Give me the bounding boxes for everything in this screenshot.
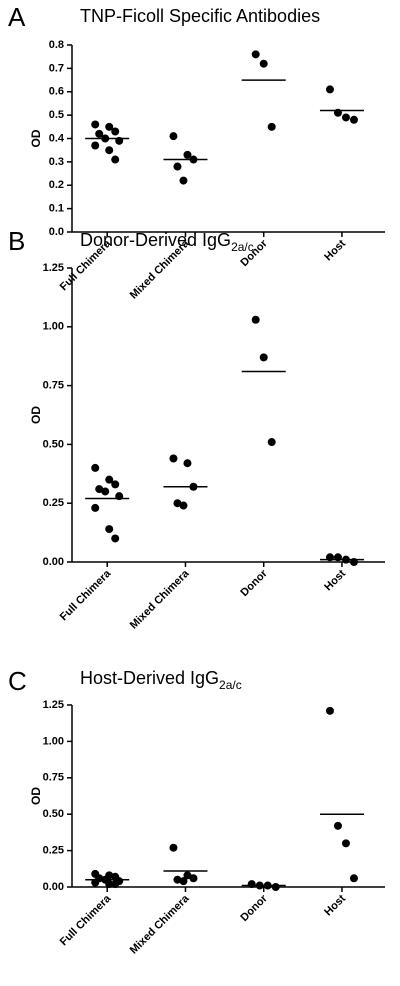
data-point: [91, 141, 100, 150]
data-point: [91, 878, 100, 887]
data-point: [173, 162, 182, 171]
y-tick-label: 0.75: [43, 380, 64, 392]
x-tick-label: Donor: [238, 892, 270, 924]
x-tick-label: Host: [322, 237, 348, 263]
y-tick-label: 0.5: [49, 109, 64, 121]
y-tick-label: 0.3: [49, 156, 64, 168]
y-tick-label: 0.50: [43, 438, 64, 450]
data-point: [183, 871, 192, 880]
data-point: [173, 875, 182, 884]
data-point: [341, 839, 350, 848]
chart-title: TNP-Ficoll Specific Antibodies: [80, 6, 320, 26]
x-tick-label: Mixed Chimera: [128, 892, 192, 956]
data-point: [111, 880, 120, 889]
data-point: [271, 883, 280, 891]
data-point: [179, 877, 188, 886]
data-point: [91, 120, 100, 129]
data-point: [267, 122, 276, 131]
data-point: [169, 843, 178, 852]
data-point: [105, 475, 114, 484]
data-point: [341, 113, 350, 122]
title-text: Donor-Derived IgG: [80, 230, 231, 250]
panel-letter: A: [8, 2, 26, 32]
chart-title: Donor-Derived IgG2a/c: [80, 230, 254, 254]
y-axis-label: OD: [29, 129, 43, 147]
data-point: [333, 821, 342, 830]
data-point: [111, 155, 120, 164]
panel-letter: C: [8, 666, 27, 696]
y-tick-label: 0.75: [43, 772, 64, 784]
data-point: [251, 50, 260, 59]
data-point: [189, 874, 198, 883]
data-point: [105, 146, 114, 155]
panel-letter: B: [8, 226, 25, 256]
data-point: [349, 115, 358, 124]
title-subscript: 2a/c: [219, 678, 242, 692]
title-text: TNP-Ficoll Specific Antibodies: [80, 6, 320, 26]
y-tick-label: 0.25: [43, 497, 64, 509]
x-tick-label: Host: [322, 567, 348, 593]
data-point: [251, 315, 260, 324]
y-axis-label: OD: [29, 406, 43, 424]
data-point: [111, 534, 120, 543]
data-point: [179, 501, 188, 510]
data-point: [259, 59, 268, 68]
y-tick-label: 0.00: [43, 556, 64, 568]
data-point: [105, 880, 114, 889]
data-point: [179, 176, 188, 185]
data-point: [91, 503, 100, 512]
y-tick-label: 1.25: [43, 699, 64, 711]
y-tick-label: 0.50: [43, 808, 64, 820]
y-tick-label: 1.00: [43, 321, 64, 333]
data-point: [259, 353, 268, 362]
data-point: [169, 132, 178, 141]
data-point: [247, 880, 256, 889]
x-tick-label: Full Chimera: [58, 567, 114, 623]
data-point: [105, 525, 114, 534]
chart-title: Host-Derived IgG2a/c: [80, 668, 242, 692]
data-point: [325, 706, 334, 715]
data-point: [325, 85, 334, 94]
y-tick-label: 0.0: [49, 226, 64, 238]
y-tick-label: 1.00: [43, 735, 64, 747]
y-tick-label: 0.25: [43, 845, 64, 857]
title-text: Host-Derived IgG: [80, 668, 219, 688]
y-tick-label: 0.8: [49, 39, 64, 51]
y-tick-label: 0.4: [49, 132, 65, 144]
x-tick-label: Host: [322, 892, 348, 918]
y-tick-label: 0.6: [49, 86, 64, 98]
data-point: [349, 874, 358, 883]
data-point: [91, 463, 100, 472]
y-tick-label: 0.1: [49, 203, 64, 215]
x-tick-label: Donor: [238, 567, 270, 599]
data-point: [111, 480, 120, 489]
title-subscript: 2a/c: [231, 240, 254, 254]
data-point: [111, 127, 120, 136]
y-tick-label: 0.7: [49, 62, 64, 74]
data-point: [101, 487, 110, 496]
data-point: [95, 129, 104, 138]
data-point: [169, 454, 178, 463]
y-tick-label: 0.2: [49, 179, 64, 191]
data-point: [183, 459, 192, 468]
data-point: [95, 485, 104, 494]
x-tick-label: Mixed Chimera: [128, 567, 192, 631]
data-point: [173, 499, 182, 508]
y-tick-label: 0.00: [43, 881, 64, 893]
data-point: [267, 438, 276, 447]
data-point: [183, 150, 192, 159]
y-axis-label: OD: [29, 787, 43, 805]
data-point: [105, 122, 114, 131]
x-tick-label: Full Chimera: [58, 892, 114, 948]
y-tick-label: 1.25: [43, 262, 64, 274]
